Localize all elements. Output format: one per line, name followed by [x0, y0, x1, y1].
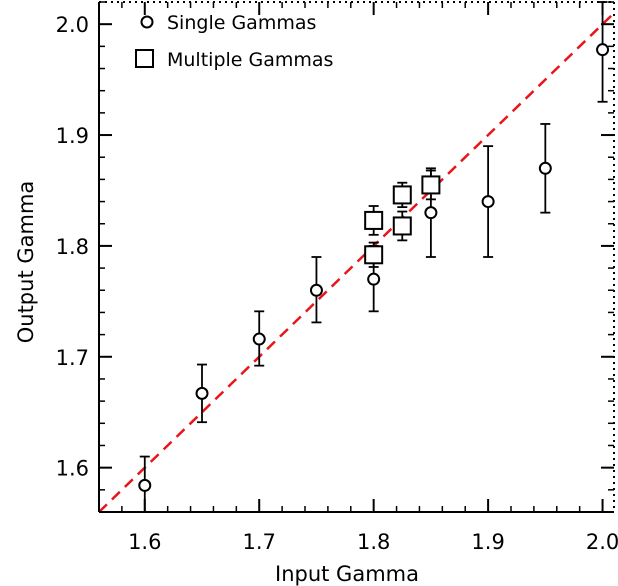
- x-axis-title: Input Gamma: [275, 562, 419, 586]
- legend-circle-marker: [140, 15, 154, 29]
- x-tick-label: 1.6: [128, 530, 161, 554]
- x-tick-label: 2.0: [586, 530, 618, 554]
- reference-line: [98, 12, 615, 513]
- reference-line-group: [98, 12, 615, 513]
- data-point-square: [392, 185, 412, 205]
- plot-frame-group: [98, 1, 615, 513]
- y-tick-label: 2.0: [56, 13, 89, 37]
- data-points-group: [138, 1, 610, 513]
- y-axis-title: Output Gamma: [14, 181, 38, 344]
- data-point-circle: [596, 43, 610, 57]
- legend-label-single: Single Gammas: [167, 12, 316, 34]
- legend-label-multiple: Multiple Gammas: [167, 49, 333, 71]
- data-point-circle: [424, 206, 438, 220]
- data-point-circle: [138, 478, 152, 492]
- y-tick-label: 1.9: [56, 124, 89, 148]
- y-tick-label: 1.6: [56, 457, 89, 481]
- data-point-circle: [252, 332, 266, 346]
- y-tick-label: 1.7: [56, 346, 89, 370]
- x-tick-label: 1.9: [471, 530, 504, 554]
- x-tick-label: 1.8: [357, 530, 390, 554]
- legend: Single Gammas Multiple Gammas: [135, 12, 333, 71]
- x-tick-label: 1.7: [243, 530, 276, 554]
- data-point-square: [392, 216, 412, 236]
- labels-group: Input Gamma Output Gamma 1.6 1.7 1.8 1.9 2.0…: [14, 13, 618, 586]
- data-point-square: [364, 245, 384, 265]
- y-tick-label: 1.8: [56, 235, 89, 259]
- data-point-circle: [195, 386, 209, 400]
- data-point-circle: [309, 283, 323, 297]
- data-point-circle: [367, 272, 381, 286]
- data-point-square: [421, 175, 441, 195]
- data-point-square: [364, 210, 384, 230]
- data-point-circle: [481, 195, 495, 209]
- data-point-circle: [538, 161, 552, 175]
- legend-square-marker: [135, 49, 154, 68]
